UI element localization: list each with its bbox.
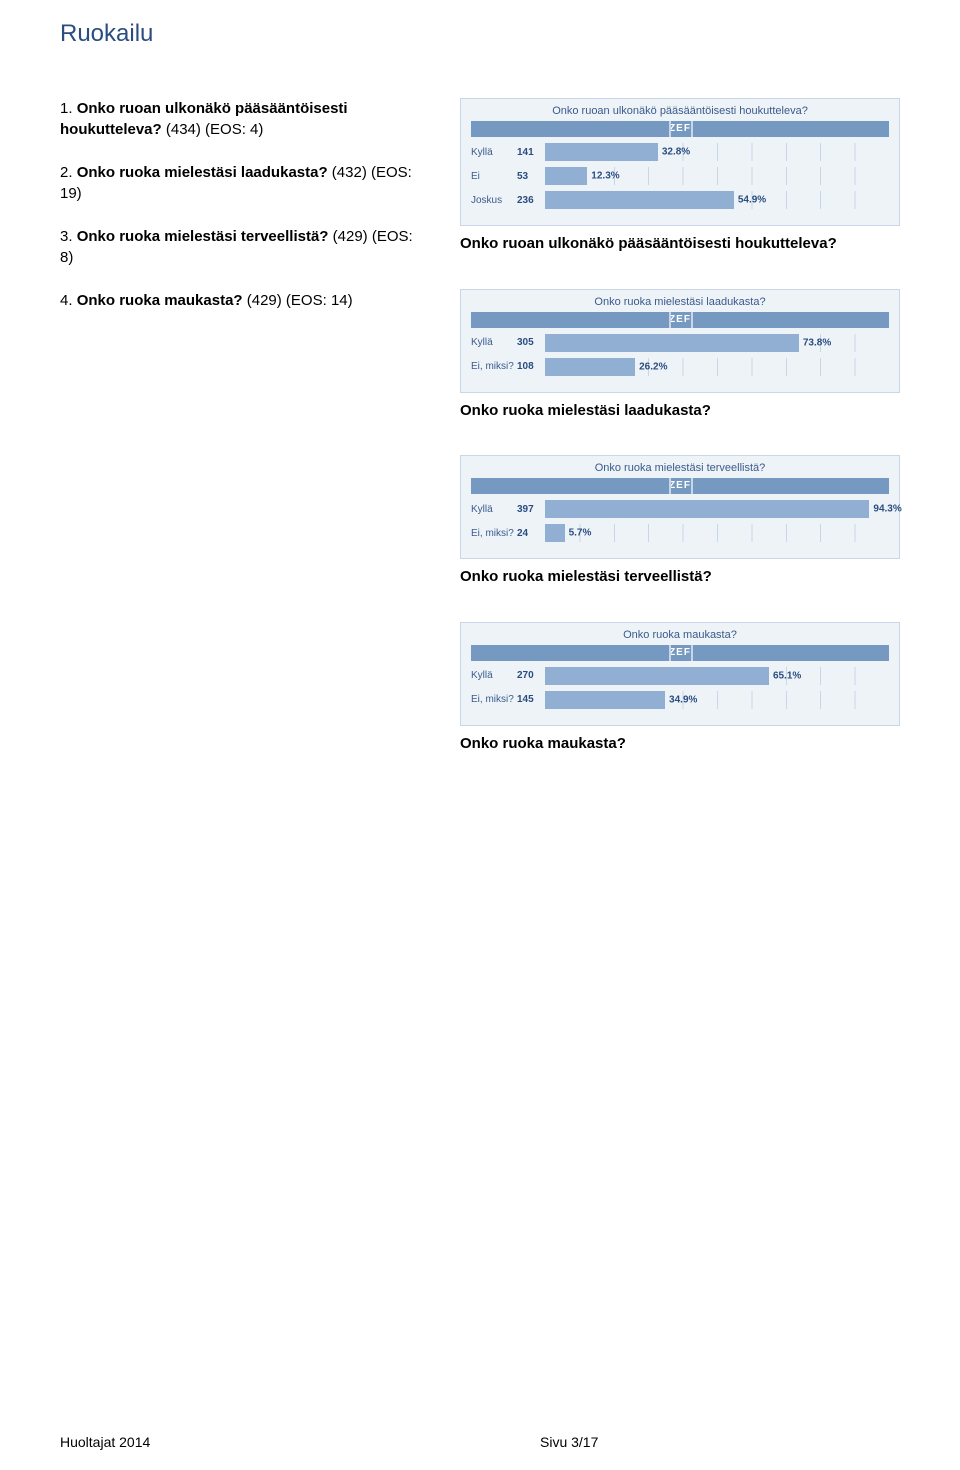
- chart-title: Onko ruoka mielestäsi terveellistä?: [461, 462, 899, 474]
- question-suffix: (434) (EOS: 4): [162, 121, 264, 138]
- chart-block: Onko ruoan ulkonäkö pääsääntöisesti houk…: [460, 98, 900, 254]
- chart-rows: Kyllä305 73.8% Ei, miksi?108 26.2%: [471, 334, 889, 376]
- chart-block: Onko ruoka mielestäsi terveellistä? ZEF Ky…: [460, 455, 900, 587]
- question-prefix: 3.: [60, 228, 77, 245]
- bar-percent-label: 94.3%: [873, 504, 901, 515]
- chart-frame: Onko ruoka maukasta? ZEF Kyllä270 65.1% Ei, …: [460, 622, 900, 726]
- question-prefix: 1.: [60, 100, 77, 117]
- page-footer: Huoltajat 2014 Sivu 3/17: [60, 1434, 900, 1450]
- row-count: 236: [517, 195, 545, 206]
- row-label: Ei: [471, 171, 517, 182]
- row-label: Joskus: [471, 195, 517, 206]
- chart-row: Joskus236 54.9%: [471, 191, 889, 209]
- bar-percent-label: 5.7%: [569, 528, 592, 539]
- page-title: Ruokailu: [60, 20, 900, 48]
- chart-title: Onko ruoka maukasta?: [461, 629, 899, 641]
- chart-rows: Kyllä141 32.8% Ei53 12.3% Joskus236 54.9%: [471, 143, 889, 209]
- row-label: Kyllä: [471, 504, 517, 515]
- bar-percent-label: 12.3%: [591, 171, 619, 182]
- question-item: 3. Onko ruoka mielestäsi terveellistä? (…: [60, 226, 420, 268]
- chart-row: Ei, miksi?108 26.2%: [471, 358, 889, 376]
- bar-fill: [545, 167, 587, 185]
- question-suffix: (429) (EOS: 14): [243, 292, 353, 309]
- bar-fill: [545, 667, 769, 685]
- chart-row: Kyllä141 32.8%: [471, 143, 889, 161]
- question-text: Onko ruoka mielestäsi laadukasta?: [77, 164, 328, 181]
- zef-logo-band: ZEF: [471, 478, 889, 494]
- chart-row: Kyllä270 65.1%: [471, 667, 889, 685]
- questions-column: 1. Onko ruoan ulkonäkö pääsääntöisesti h…: [60, 98, 420, 788]
- chart-title: Onko ruoan ulkonäkö pääsääntöisesti houk…: [461, 105, 899, 117]
- chart-title: Onko ruoka mielestäsi laadukasta?: [461, 296, 899, 308]
- bar-track: 73.8%: [545, 334, 889, 352]
- question-prefix: 2.: [60, 164, 77, 181]
- chart-row: Ei53 12.3%: [471, 167, 889, 185]
- bar-track: 5.7%: [545, 524, 889, 542]
- row-count: 53: [517, 171, 545, 182]
- row-label: Kyllä: [471, 337, 517, 348]
- chart-caption: Onko ruoka mielestäsi terveellistä?: [460, 567, 900, 587]
- bar-track: 32.8%: [545, 143, 889, 161]
- chart-frame: Onko ruoan ulkonäkö pääsääntöisesti houk…: [460, 98, 900, 226]
- bar-percent-label: 65.1%: [773, 670, 801, 681]
- row-count: 145: [517, 694, 545, 705]
- bar-fill: [545, 143, 658, 161]
- question-item: 2. Onko ruoka mielestäsi laadukasta? (43…: [60, 162, 420, 204]
- bar-fill: [545, 691, 665, 709]
- chart-caption: Onko ruoka mielestäsi laadukasta?: [460, 401, 900, 421]
- question-item: 1. Onko ruoan ulkonäkö pääsääntöisesti h…: [60, 98, 420, 140]
- bar-fill: [545, 500, 869, 518]
- footer-right: Sivu 3/17: [420, 1434, 900, 1450]
- bar-track: 26.2%: [545, 358, 889, 376]
- row-label: Ei, miksi?: [471, 361, 517, 372]
- bar-percent-label: 26.2%: [639, 361, 667, 372]
- bar-percent-label: 54.9%: [738, 195, 766, 206]
- content-columns: 1. Onko ruoan ulkonäkö pääsääntöisesti h…: [60, 98, 900, 788]
- bar-percent-label: 34.9%: [669, 694, 697, 705]
- question-prefix: 4.: [60, 292, 77, 309]
- row-label: Kyllä: [471, 147, 517, 158]
- bar-fill: [545, 358, 635, 376]
- bar-percent-label: 32.8%: [662, 147, 690, 158]
- row-label: Kyllä: [471, 670, 517, 681]
- bar-track: 94.3%: [545, 500, 889, 518]
- row-count: 270: [517, 670, 545, 681]
- row-count: 397: [517, 504, 545, 515]
- bar-track: 34.9%: [545, 691, 889, 709]
- chart-frame: Onko ruoka mielestäsi terveellistä? ZEF Ky…: [460, 455, 900, 559]
- chart-frame: Onko ruoka mielestäsi laadukasta? ZEF Kyll…: [460, 289, 900, 393]
- row-count: 305: [517, 337, 545, 348]
- bar-fill: [545, 191, 734, 209]
- zef-logo-band: ZEF: [471, 121, 889, 137]
- chart-rows: Kyllä270 65.1% Ei, miksi?145 34.9%: [471, 667, 889, 709]
- row-count: 24: [517, 528, 545, 539]
- chart-row: Kyllä39794.3%: [471, 500, 889, 518]
- bar-track: 54.9%: [545, 191, 889, 209]
- charts-column: Onko ruoan ulkonäkö pääsääntöisesti houk…: [460, 98, 900, 788]
- question-item: 4. Onko ruoka maukasta? (429) (EOS: 14): [60, 290, 420, 311]
- zef-logo-band: ZEF: [471, 312, 889, 328]
- row-count: 141: [517, 147, 545, 158]
- bar-fill: [545, 334, 799, 352]
- chart-rows: Kyllä39794.3% Ei, miksi?24 5.7%: [471, 500, 889, 542]
- chart-row: Ei, miksi?24 5.7%: [471, 524, 889, 542]
- chart-caption: Onko ruoka maukasta?: [460, 734, 900, 754]
- row-count: 108: [517, 361, 545, 372]
- question-text: Onko ruoka maukasta?: [77, 292, 243, 309]
- chart-caption: Onko ruoan ulkonäkö pääsääntöisesti houk…: [460, 234, 900, 254]
- bar-percent-label: 73.8%: [803, 337, 831, 348]
- bar-fill: [545, 524, 565, 542]
- zef-logo-band: ZEF: [471, 645, 889, 661]
- chart-row: Kyllä305 73.8%: [471, 334, 889, 352]
- bar-track: 12.3%: [545, 167, 889, 185]
- row-label: Ei, miksi?: [471, 694, 517, 705]
- footer-left: Huoltajat 2014: [60, 1434, 420, 1450]
- chart-block: Onko ruoka maukasta? ZEF Kyllä270 65.1% Ei, …: [460, 622, 900, 754]
- bar-track: 65.1%: [545, 667, 889, 685]
- row-label: Ei, miksi?: [471, 528, 517, 539]
- question-text: Onko ruoka mielestäsi terveellistä?: [77, 228, 329, 245]
- chart-block: Onko ruoka mielestäsi laadukasta? ZEF Kyll…: [460, 289, 900, 421]
- chart-row: Ei, miksi?145 34.9%: [471, 691, 889, 709]
